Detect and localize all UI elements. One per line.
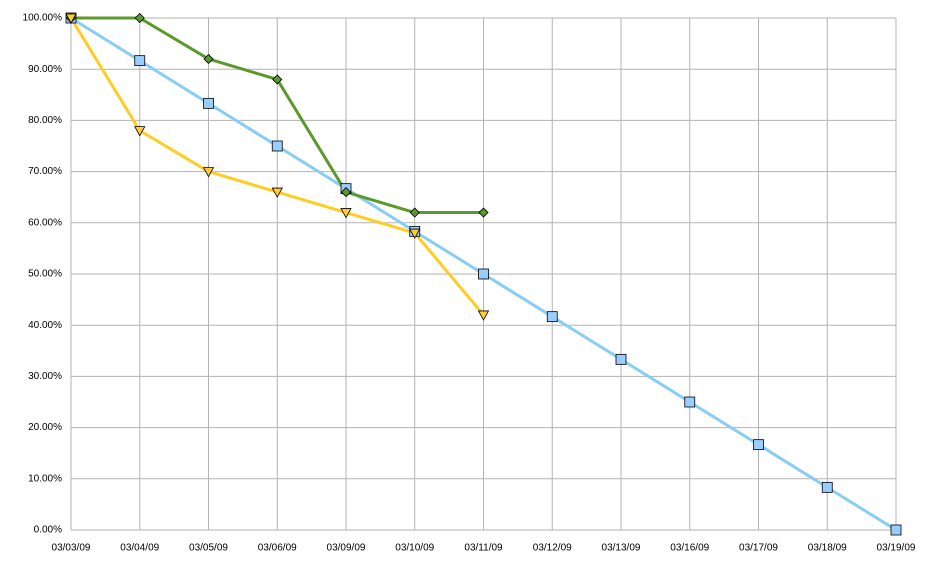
marker (478, 268, 489, 280)
marker (615, 353, 627, 365)
y-tick-label: 50.00% (28, 269, 62, 280)
marker (684, 396, 696, 408)
marker (890, 524, 902, 536)
marker (272, 74, 283, 85)
marker (134, 12, 145, 24)
y-tick-label: 40.00% (28, 320, 62, 331)
marker (340, 187, 352, 198)
marker (477, 310, 490, 321)
marker (546, 311, 558, 323)
marker (202, 167, 215, 178)
x-tick-label: 03/09/09 (327, 543, 366, 554)
y-tick-label: 20.00% (28, 422, 62, 433)
marker (271, 140, 283, 152)
x-tick-label: 03/19/09 (877, 543, 916, 554)
x-tick-label: 03/13/09 (602, 543, 641, 554)
marker (203, 97, 214, 109)
marker (271, 187, 283, 198)
marker (134, 55, 146, 67)
marker (409, 207, 420, 218)
y-tick-label: 100.00% (23, 13, 63, 24)
marker (821, 481, 833, 493)
marker (409, 228, 421, 239)
x-tick-label: 03/17/09 (739, 543, 778, 554)
y-tick-label: 70.00% (28, 166, 62, 177)
x-tick-label: 03/10/09 (395, 543, 434, 554)
y-tick-label: 0.00% (34, 525, 62, 536)
x-tick-label: 03/05/09 (189, 543, 228, 554)
marker (65, 13, 77, 24)
marker (478, 207, 489, 218)
x-tick-label: 03/06/09 (258, 543, 297, 554)
x-tick-label: 03/04/09 (120, 543, 159, 554)
marker (753, 439, 764, 451)
x-tick-label: 03/03/09 (52, 543, 91, 554)
x-tick-label: 03/18/09 (808, 543, 847, 554)
x-tick-label: 03/16/09 (670, 543, 709, 554)
marker (203, 53, 214, 65)
y-tick-label: 80.00% (28, 115, 62, 126)
y-tick-label: 90.00% (28, 64, 62, 75)
y-tick-label: 10.00% (28, 473, 62, 484)
marker (134, 126, 146, 137)
y-tick-label: 60.00% (28, 217, 62, 228)
x-tick-label: 03/11/09 (464, 543, 503, 554)
x-tick-label: 03/12/09 (533, 543, 572, 554)
y-tick-label: 30.00% (28, 371, 62, 382)
marker (340, 208, 352, 219)
